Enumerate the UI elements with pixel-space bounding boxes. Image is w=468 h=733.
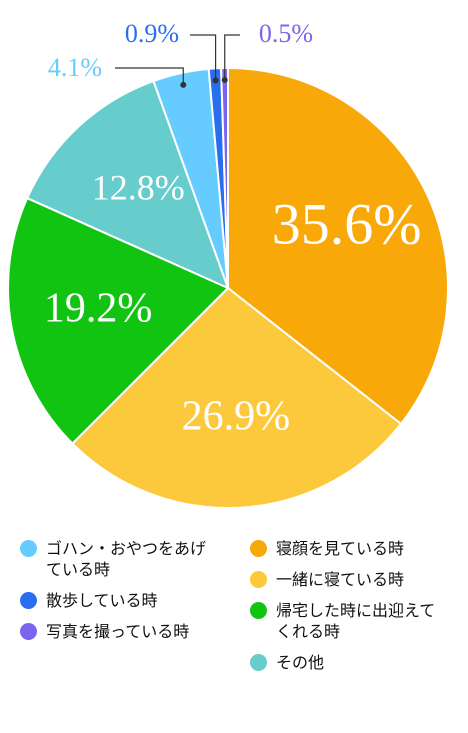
chart: 35.6% 26.9% 19.2% 12.8% 4.1% 0.9% 0.5% bbox=[7, 19, 449, 509]
leader-dot bbox=[221, 77, 228, 84]
data-label: 12.8% bbox=[92, 167, 185, 207]
legend-swatch bbox=[250, 654, 267, 671]
pie-slice bbox=[227, 66, 449, 426]
legend-item: ゴハン・おやつをあげている時 bbox=[20, 538, 240, 580]
leader-line bbox=[115, 67, 184, 85]
data-label: 0.9% bbox=[125, 19, 179, 48]
legend-label: 寝顔を見ている時 bbox=[276, 539, 405, 558]
legend-swatch bbox=[250, 571, 267, 588]
pie-slice bbox=[71, 286, 403, 509]
pie-slice bbox=[7, 196, 230, 445]
data-label: 35.6% bbox=[272, 192, 422, 257]
legend-item: 寝顔を見ている時 bbox=[250, 538, 460, 559]
legend-swatch bbox=[20, 540, 37, 557]
legend-swatch bbox=[20, 623, 37, 640]
legend-item: 散歩している時 bbox=[20, 590, 240, 611]
legend-item: 帰宅した時に出迎えてくれる時 bbox=[250, 600, 460, 642]
legend-label: 散歩している時 bbox=[46, 591, 158, 610]
legend-label: その他 bbox=[276, 653, 325, 672]
legend: ゴハン・おやつをあげている時散歩している時写真を撮っている時 寝顔を見ている時一… bbox=[0, 538, 468, 673]
legend-item: その他 bbox=[250, 652, 460, 673]
data-label: 0.5% bbox=[259, 19, 313, 48]
data-label: 26.9% bbox=[182, 393, 291, 439]
leader-dot bbox=[212, 77, 219, 84]
pie-slice bbox=[25, 79, 230, 290]
data-label: 4.1% bbox=[48, 53, 102, 82]
legend-swatch bbox=[250, 540, 267, 557]
legend-label: 帰宅した時に出迎えてくれる時 bbox=[276, 601, 436, 641]
legend-swatch bbox=[250, 602, 267, 619]
legend-column: 寝顔を見ている時 一緒に寝ている時帰宅した時に出迎えてくれる時その他 bbox=[250, 538, 460, 673]
data-label: 19.2% bbox=[44, 286, 153, 332]
leader-dot bbox=[180, 81, 187, 88]
leader-line bbox=[224, 34, 240, 81]
leader-line bbox=[190, 34, 217, 81]
legend-label: 写真を撮っている時 bbox=[46, 622, 190, 641]
legend-item: 一緒に寝ている時 bbox=[250, 569, 460, 590]
legend-label: 一緒に寝ている時 bbox=[276, 570, 405, 589]
legend-label: ゴハン・おやつをあげている時 bbox=[46, 539, 207, 579]
legend-swatch bbox=[20, 592, 37, 609]
legend-item: 写真を撮っている時 bbox=[20, 621, 240, 642]
legend-column: ゴハン・おやつをあげている時散歩している時写真を撮っている時 bbox=[20, 538, 240, 673]
